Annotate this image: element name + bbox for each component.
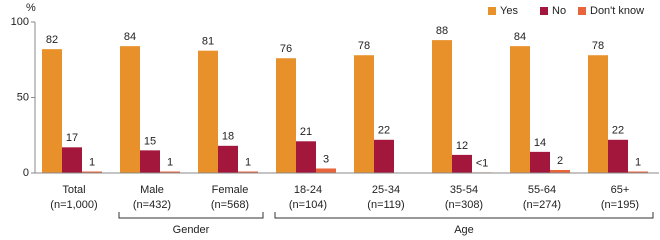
value-label: 14 [534, 137, 546, 149]
value-label: 76 [280, 43, 292, 55]
legend-label: Yes [500, 5, 518, 17]
sample-size: (n=1,000) [50, 199, 97, 211]
legend-swatch [488, 7, 496, 15]
value-label: 21 [300, 126, 312, 138]
sample-size: (n=274) [523, 199, 561, 211]
value-label: 82 [46, 34, 58, 46]
bar [276, 58, 296, 173]
value-label: 17 [66, 132, 78, 144]
x-tick-label: Total [62, 184, 85, 196]
y-tick-label: 50 [17, 91, 29, 103]
value-label: 18 [222, 131, 234, 143]
bar [140, 150, 160, 173]
value-label: 88 [436, 25, 448, 37]
x-tick-label: Female [212, 184, 249, 196]
bar [160, 171, 180, 173]
legend-swatch [578, 7, 586, 15]
bar [550, 169, 570, 173]
value-label: 2 [557, 155, 563, 167]
y-unit: % [26, 2, 36, 14]
value-label: 1 [167, 156, 173, 168]
value-label: 1 [245, 156, 251, 168]
x-tick-label: 25-34 [372, 184, 400, 196]
bar [198, 50, 218, 173]
bar [62, 147, 82, 173]
bar [588, 55, 608, 173]
bar [120, 46, 140, 173]
bar [354, 55, 374, 173]
value-label: 78 [358, 40, 370, 52]
bar [316, 168, 336, 173]
value-label: 84 [514, 31, 526, 43]
x-tick-label: 55-64 [528, 184, 556, 196]
group-bracket [274, 212, 654, 219]
bar [374, 139, 394, 173]
bar [82, 171, 102, 173]
bar [42, 49, 62, 173]
sample-size: (n=432) [133, 199, 171, 211]
bar [452, 154, 472, 173]
bar [218, 145, 238, 173]
value-label: 1 [635, 156, 641, 168]
bar [432, 40, 452, 174]
bar [296, 141, 316, 173]
value-label: 12 [456, 140, 468, 152]
value-label: 78 [592, 40, 604, 52]
x-tick-label: 65+ [611, 184, 630, 196]
value-label: 81 [202, 36, 214, 48]
value-label: 22 [378, 125, 390, 137]
sample-size: (n=104) [289, 199, 327, 211]
bar [608, 139, 628, 173]
legend-swatch [540, 7, 548, 15]
sample-size: (n=568) [211, 199, 249, 211]
value-label: <1 [476, 157, 489, 169]
sample-size: (n=195) [601, 199, 639, 211]
y-tick-label: 100 [11, 16, 29, 28]
bar [628, 171, 648, 173]
value-label: 22 [612, 125, 624, 137]
x-tick-label: Male [140, 184, 164, 196]
sample-size: (n=308) [445, 199, 483, 211]
value-label: 15 [144, 135, 156, 147]
group-label: Age [454, 224, 474, 236]
value-label: 1 [89, 156, 95, 168]
x-tick-label: 18-24 [294, 184, 322, 196]
value-label: 84 [124, 31, 136, 43]
legend-label: Don't know [590, 5, 644, 17]
group-label: Gender [173, 224, 210, 236]
bar [238, 171, 258, 173]
group-bracket [118, 212, 264, 219]
value-label: 3 [323, 153, 329, 165]
legend-label: No [552, 5, 566, 17]
bar [530, 151, 550, 173]
y-tick-label: 0 [23, 167, 29, 179]
bar [510, 46, 530, 173]
sample-size: (n=119) [367, 199, 404, 211]
x-tick-label: 35-54 [450, 184, 478, 196]
